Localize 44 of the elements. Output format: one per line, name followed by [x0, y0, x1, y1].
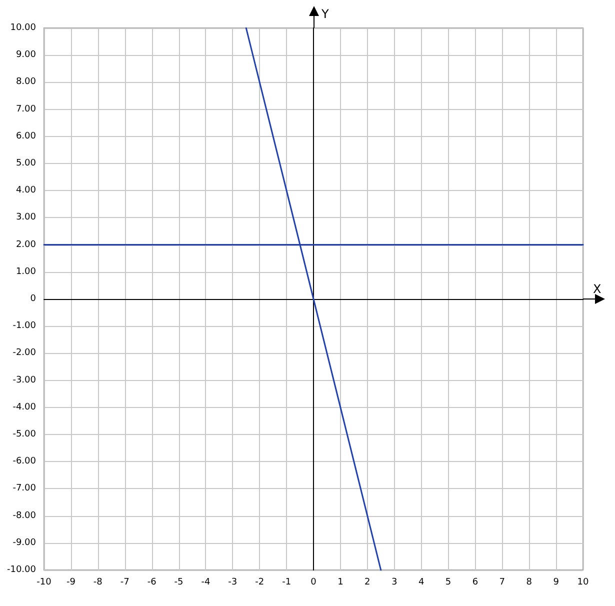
y-tick-label: 3.00	[16, 212, 36, 223]
x-tick-label: 5	[445, 578, 452, 588]
x-tick-label: -10	[36, 578, 52, 588]
y-tick-label: -5.00	[12, 430, 36, 440]
x-tick-label: -8	[93, 578, 103, 588]
x-tick-label: -9	[66, 578, 76, 588]
x-tick-label: 8	[526, 578, 532, 588]
y-tick-label: -1.00	[12, 321, 36, 332]
x-tick-label: 0	[310, 578, 317, 588]
x-tick-label: 10	[577, 578, 589, 588]
y-tick-label: -7.00	[12, 484, 36, 494]
y-tick-label: 2.00	[16, 240, 36, 250]
y-tick-label: 7.00	[16, 104, 36, 114]
x-tick-label: 7	[499, 578, 506, 588]
y-tick-label: -3.00	[12, 375, 36, 386]
x-tick-label: -5	[174, 578, 184, 588]
y-tick-label: 10.00	[10, 23, 36, 33]
x-tick-label: 9	[553, 578, 560, 588]
y-tick-label: 8.00	[16, 77, 36, 88]
x-axis-title: X	[593, 282, 602, 296]
x-tick-label: 3	[391, 578, 398, 588]
y-tick-label: -8.00	[12, 510, 36, 521]
y-tick-label: 1.00	[16, 266, 36, 277]
x-tick-label: -1	[282, 578, 292, 588]
y-tick-label: -6.00	[12, 456, 36, 467]
x-tick-label: -7	[120, 578, 130, 588]
y-tick-label: 9.00	[16, 50, 36, 60]
x-tick-label: 6	[472, 578, 478, 588]
x-tick-label: -2	[255, 578, 264, 588]
x-tick-label: -3	[228, 578, 238, 588]
x-tick-label: 1	[338, 578, 344, 588]
x-tick-label: -6	[147, 578, 157, 588]
y-tick-label: -10.00	[6, 565, 36, 575]
y-tick-label: 6.00	[16, 131, 36, 142]
x-tick-label: 4	[418, 578, 424, 588]
y-tick-label: -2.00	[12, 348, 36, 358]
y-tick-label: -9.00	[12, 538, 36, 548]
x-tick-label: 2	[364, 578, 370, 588]
y-tick-label: 0	[30, 294, 36, 304]
y-axis-title: Y	[320, 7, 330, 21]
y-tick-label: 4.00	[16, 186, 36, 196]
x-tick-label: -4	[201, 578, 210, 588]
y-tick-label: -4.00	[12, 402, 36, 412]
y-tick-label: 5.00	[16, 158, 36, 168]
